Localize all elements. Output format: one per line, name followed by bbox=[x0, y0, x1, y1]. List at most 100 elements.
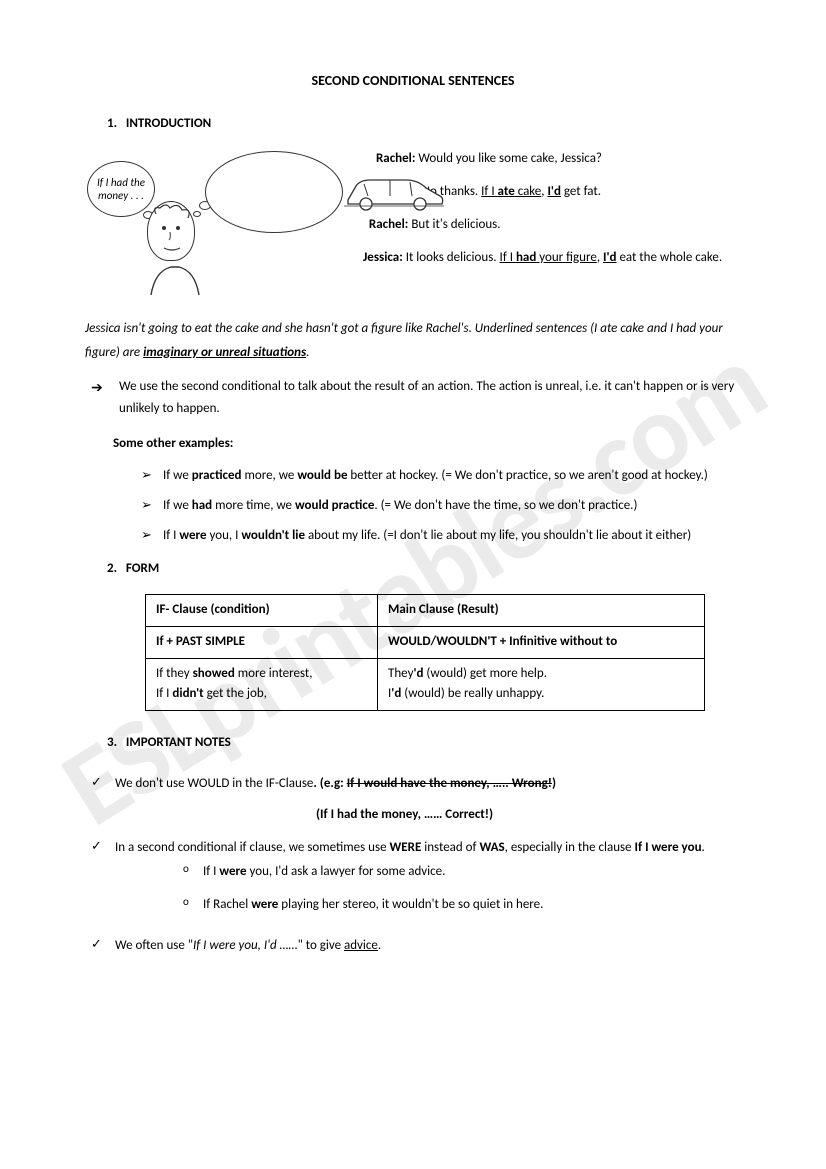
t: better at hockey. (= We don't practice, … bbox=[347, 468, 707, 483]
t: practiced bbox=[192, 468, 242, 483]
u4c: your figure bbox=[536, 250, 597, 265]
dialogue-block: Rachel: Would you like some cake, Jessic… bbox=[363, 149, 741, 299]
table-cell: WOULD/WOULDN'T + Infinitive without to bbox=[378, 626, 705, 658]
section-2-label: FORM bbox=[126, 561, 159, 576]
table-row: If they showed more interest, If I didn'… bbox=[146, 658, 705, 711]
t: were bbox=[219, 864, 246, 879]
t: get the job, bbox=[204, 686, 267, 701]
cartoon-illustration: If I had the money . . . bbox=[85, 149, 345, 299]
t: wouldn't lie bbox=[241, 528, 305, 543]
table-row: If + PAST SIMPLE WOULD/WOULDN'T + Infini… bbox=[146, 626, 705, 658]
t: were bbox=[251, 897, 278, 912]
line-2-underline-2: I'd bbox=[547, 184, 560, 199]
t: would be bbox=[297, 468, 347, 483]
person-head-icon bbox=[147, 201, 195, 261]
t: . (e.g: bbox=[313, 776, 346, 791]
t: If I were you bbox=[635, 840, 702, 855]
line-2-underline-1: If I ate cake bbox=[481, 184, 541, 199]
example-1: ➢ If we practiced more, we would be bett… bbox=[141, 465, 741, 487]
circle-icon: o bbox=[183, 893, 203, 918]
note-2-text: In a second conditional if clause, we so… bbox=[115, 836, 741, 926]
line-4-pre: It looks delicious. bbox=[403, 250, 500, 265]
t: (would) be really unhappy. bbox=[401, 686, 544, 701]
u4a: If I bbox=[500, 250, 516, 265]
t: more, we bbox=[242, 468, 298, 483]
check-icon: ✓ bbox=[91, 772, 115, 797]
t: more interest, bbox=[235, 666, 313, 681]
dialogue-line-1: Rachel: Would you like some cake, Jessic… bbox=[363, 149, 741, 170]
table-row: IF- Clause (condition) Main Clause (Resu… bbox=[146, 595, 705, 627]
example-3-text: If I were you, I wouldn't lie about my l… bbox=[163, 525, 741, 547]
example-2: ➢ If we had more time, we would practice… bbox=[141, 495, 741, 517]
t: didn't bbox=[172, 686, 203, 701]
t: . (= We don't have the time, so we don't… bbox=[374, 498, 637, 513]
t: had bbox=[192, 498, 212, 513]
dialogue-line-3: Rachel: But it's delicious. bbox=[363, 215, 741, 236]
t: , especially in the clause bbox=[505, 840, 635, 855]
t: showed bbox=[193, 666, 235, 681]
t: 'd bbox=[413, 666, 423, 681]
example-3: ➢ If I were you, I wouldn't lie about my… bbox=[141, 525, 741, 547]
speaker-rachel: Rachel: bbox=[376, 151, 415, 166]
circle-icon: o bbox=[183, 860, 203, 885]
t: more time, we bbox=[212, 498, 295, 513]
u4b: had bbox=[516, 250, 536, 265]
sub-list: o If I were you, I'd ask a lawyer for so… bbox=[183, 860, 741, 917]
usage-arrow-item: ➔ We use the second conditional to talk … bbox=[91, 376, 741, 420]
table-header-1: IF- Clause (condition) bbox=[146, 595, 378, 627]
shoulders-icon bbox=[145, 259, 205, 299]
t: playing her stereo, it wouldn't be so qu… bbox=[278, 897, 543, 912]
t: about my life. (=I don't lie about my li… bbox=[305, 528, 691, 543]
example-2-text: If we had more time, we would practice. … bbox=[163, 495, 741, 517]
line-4-underline-2: I'd bbox=[603, 250, 616, 265]
table-cell: They'd (would) get more help. I'd (would… bbox=[378, 658, 705, 711]
t: would practice bbox=[295, 498, 374, 513]
car-icon bbox=[340, 174, 448, 212]
chevron-icon: ➢ bbox=[141, 465, 163, 487]
note-3: ✓ We often use "If I were you, I'd ……" t… bbox=[91, 934, 741, 959]
page-title: SECOND CONDITIONAL SENTENCES bbox=[85, 70, 741, 92]
check-icon: ✓ bbox=[91, 836, 115, 926]
section-3-heading: 3. IMPORTANT NOTES bbox=[107, 733, 741, 754]
t: 'd bbox=[391, 686, 401, 701]
note-1: ✓ We don't use WOULD in the IF-Clause. (… bbox=[91, 772, 741, 797]
strike-text: If I would have the money, ….. Wrong! bbox=[347, 776, 552, 791]
note-post: . bbox=[306, 345, 309, 360]
u1c: cake bbox=[515, 184, 542, 199]
line-2-post: get fat. bbox=[561, 184, 601, 199]
thought-dot-icon bbox=[193, 211, 201, 217]
t: If I bbox=[156, 686, 172, 701]
section-1-number: 1. bbox=[107, 116, 117, 131]
table-header-2: Main Clause (Result) bbox=[378, 595, 705, 627]
u1b: ate bbox=[498, 184, 515, 199]
line-1-text: Would you like some cake, Jessica? bbox=[415, 151, 602, 166]
t: They bbox=[388, 666, 413, 681]
t: you, I'd ask a lawyer for some advice. bbox=[247, 864, 446, 879]
section-1-label: INTRODUCTION bbox=[126, 116, 211, 131]
t: WAS bbox=[479, 840, 504, 855]
t: . bbox=[378, 938, 381, 953]
note-bold: imaginary or unreal situations bbox=[143, 345, 306, 360]
document-body: SECOND CONDITIONAL SENTENCES 1. INTRODUC… bbox=[85, 70, 741, 958]
t: ) bbox=[552, 776, 556, 791]
line-4-post: eat the whole cake. bbox=[617, 250, 723, 265]
table-cell: If they showed more interest, If I didn'… bbox=[146, 658, 378, 711]
check-icon: ✓ bbox=[91, 934, 115, 959]
correct-example: (If I had the money, …… Correct!) bbox=[316, 805, 741, 826]
t: you, I bbox=[207, 528, 242, 543]
t: . bbox=[702, 840, 705, 855]
line-4-underline-1: If I had your figure bbox=[500, 250, 597, 265]
line-3-text: But it's delicious. bbox=[408, 217, 500, 232]
intro-row: If I had the money . . . bbox=[85, 149, 741, 299]
t: were bbox=[179, 528, 206, 543]
examples-list: ➢ If we practiced more, we would be bett… bbox=[141, 465, 741, 547]
u1a: If I bbox=[481, 184, 497, 199]
t: If we bbox=[163, 498, 192, 513]
t: If I bbox=[203, 864, 219, 879]
t: WERE bbox=[390, 840, 422, 855]
chevron-icon: ➢ bbox=[141, 495, 163, 517]
sub-item-2: o If Rachel were playing her stereo, it … bbox=[183, 893, 741, 918]
t: If they bbox=[156, 666, 193, 681]
speaker-rachel: Rachel: bbox=[369, 217, 408, 232]
notes-list: ✓ We don't use WOULD in the IF-Clause. (… bbox=[91, 772, 741, 958]
